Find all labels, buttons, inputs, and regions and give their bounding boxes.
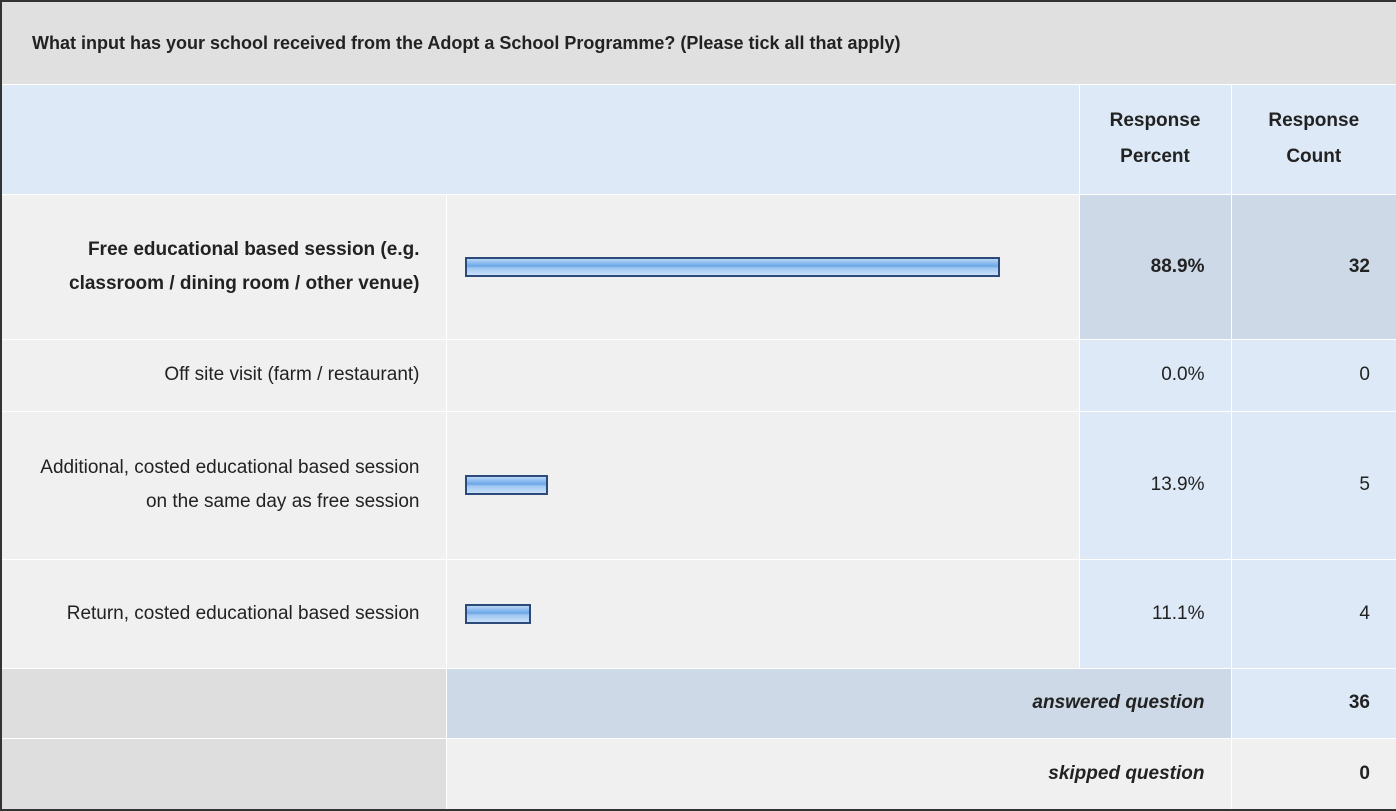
header-percent: Response Percent [1078,83,1232,195]
question-title: What input has your school received from… [0,0,1396,85]
row-count: 5 [1230,410,1396,560]
response-row: Additional, costed educational based ses… [0,410,1396,560]
answered-label: answered question [445,667,1232,739]
row-label: Free educational based session (e.g. cla… [0,193,447,340]
response-row: Return, costed educational based session… [0,558,1396,669]
skipped-label: skipped question [445,737,1232,811]
response-row: Free educational based session (e.g. cla… [0,193,1396,340]
row-label: Off site visit (farm / restaurant) [0,338,447,412]
bar [464,256,1000,277]
bar-cell [445,193,1080,340]
footer-blank [0,737,447,811]
row-count: 0 [1230,338,1396,412]
footer-blank [0,667,447,739]
row-count: 32 [1230,193,1396,340]
row-percent: 11.1% [1078,558,1232,669]
bar-cell [445,558,1080,669]
bar [464,603,532,624]
row-label: Additional, costed educational based ses… [0,410,447,560]
row-label: Return, costed educational based session [0,558,447,669]
response-row: Off site visit (farm / restaurant) 0.0% 0 [0,338,1396,412]
bar-cell [445,410,1080,560]
header-blank [0,83,1080,195]
row-percent: 0.0% [1078,338,1232,412]
bar-cell [445,338,1080,412]
bar [464,475,549,495]
skipped-count: 0 [1230,737,1396,811]
answered-count: 36 [1230,667,1396,739]
row-percent: 88.9% [1078,193,1232,340]
row-count: 4 [1230,558,1396,669]
row-percent: 13.9% [1078,410,1232,560]
header-count: Response Count [1230,83,1396,195]
